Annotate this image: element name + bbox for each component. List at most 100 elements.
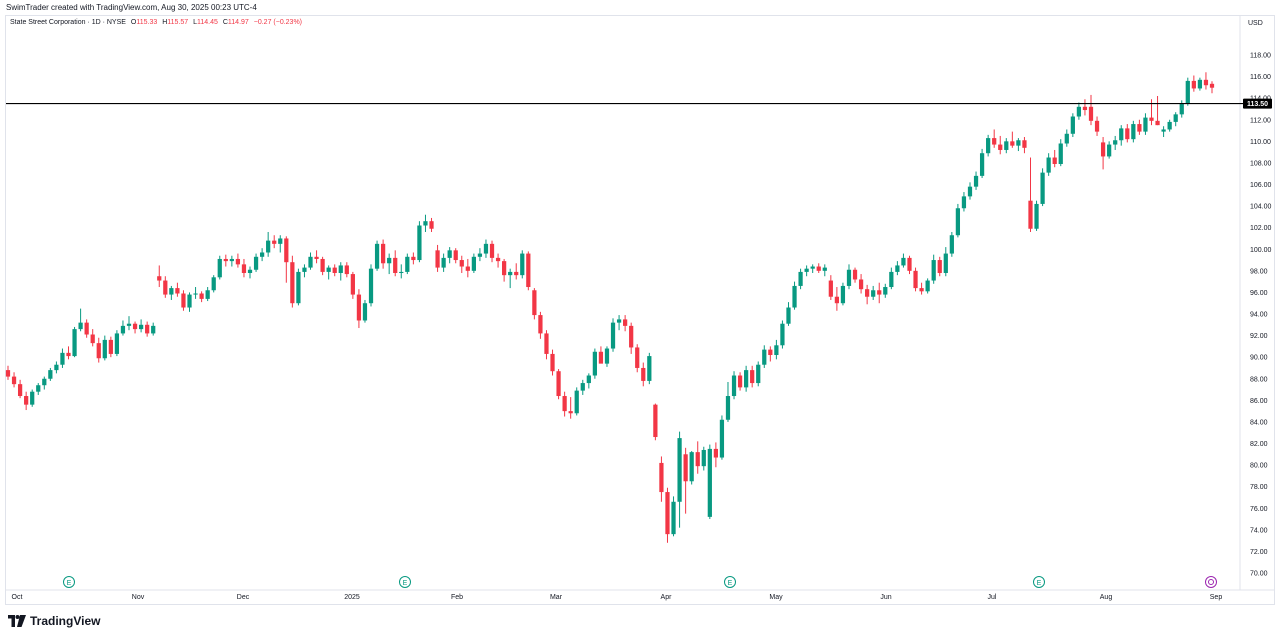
candle-body[interactable]	[302, 267, 307, 272]
candle-body[interactable]	[489, 243, 495, 258]
candle-body[interactable]	[169, 288, 174, 295]
candle-body[interactable]	[616, 319, 622, 323]
candle-body[interactable]	[477, 253, 483, 257]
candle-body[interactable]	[556, 371, 561, 397]
candle-body[interactable]	[1125, 128, 1130, 140]
candle-body[interactable]	[653, 404, 658, 438]
earnings-marker[interactable]: E	[1033, 576, 1045, 588]
candle-body[interactable]	[1143, 117, 1148, 132]
candle-body[interactable]	[647, 356, 652, 381]
candle-body[interactable]	[750, 370, 755, 384]
candle-body[interactable]	[731, 375, 737, 397]
candle-body[interactable]	[1100, 142, 1106, 157]
candle-body[interactable]	[514, 271, 519, 276]
candle-body[interactable]	[768, 349, 773, 356]
candle-body[interactable]	[502, 261, 507, 276]
candle-body[interactable]	[1137, 124, 1142, 132]
candle-body[interactable]	[393, 257, 398, 273]
candle-body[interactable]	[707, 448, 712, 517]
candle-body[interactable]	[253, 256, 259, 270]
candle-body[interactable]	[453, 250, 458, 261]
candle-body[interactable]	[284, 238, 289, 263]
candle-body[interactable]	[677, 438, 682, 502]
candle-body[interactable]	[1076, 106, 1082, 117]
candle-body[interactable]	[586, 375, 591, 384]
candle-body[interactable]	[986, 138, 991, 154]
candle-body[interactable]	[145, 324, 150, 334]
candle-body[interactable]	[1040, 172, 1045, 204]
candle-body[interactable]	[526, 253, 531, 288]
candle-body[interactable]	[623, 319, 628, 326]
candle-body[interactable]	[332, 267, 337, 273]
candle-body[interactable]	[665, 492, 670, 535]
candle-body[interactable]	[1119, 128, 1124, 141]
candle-body[interactable]	[1149, 117, 1154, 121]
candle-body[interactable]	[889, 271, 894, 288]
candle-body[interactable]	[998, 144, 1003, 150]
candle-body[interactable]	[66, 352, 71, 357]
candle-body[interactable]	[719, 419, 725, 458]
candle-body[interactable]	[36, 385, 41, 392]
candle-body[interactable]	[1034, 203, 1039, 229]
candle-body[interactable]	[30, 391, 35, 405]
candle-body[interactable]	[1155, 120, 1160, 126]
candle-body[interactable]	[979, 153, 985, 176]
candle-body[interactable]	[538, 315, 543, 334]
candle-body[interactable]	[54, 364, 59, 371]
candle-body[interactable]	[1070, 116, 1075, 134]
candle-body[interactable]	[967, 186, 973, 197]
candle-body[interactable]	[592, 351, 597, 376]
candle-body[interactable]	[1209, 83, 1215, 88]
candle-body[interactable]	[1094, 120, 1100, 132]
candle-body[interactable]	[798, 271, 803, 286]
candle-body[interactable]	[181, 293, 186, 308]
candle-body[interactable]	[508, 271, 513, 276]
candle-body[interactable]	[1203, 79, 1209, 86]
candle-body[interactable]	[272, 240, 277, 244]
candle-body[interactable]	[132, 323, 138, 330]
candle-body[interactable]	[368, 268, 374, 304]
candle-body[interactable]	[1010, 141, 1015, 146]
candle-body[interactable]	[314, 256, 319, 259]
candle-body[interactable]	[695, 452, 700, 467]
candle-body[interactable]	[737, 375, 743, 388]
candle-body[interactable]	[417, 225, 422, 261]
candle-body[interactable]	[1167, 121, 1172, 130]
candle-body[interactable]	[338, 265, 343, 273]
candle-body[interactable]	[1052, 157, 1057, 164]
candle-body[interactable]	[350, 274, 355, 295]
candle-body[interactable]	[568, 411, 573, 414]
dividend-marker-icon[interactable]	[1205, 576, 1217, 588]
candle-body[interactable]	[1185, 80, 1190, 104]
candle-body[interactable]	[1028, 200, 1033, 229]
candle-body[interactable]	[1022, 140, 1027, 148]
candle-body[interactable]	[713, 448, 718, 458]
candle-body[interactable]	[259, 252, 265, 257]
candle-body[interactable]	[804, 268, 809, 272]
candle-body[interactable]	[810, 266, 815, 269]
candle-body[interactable]	[865, 289, 870, 297]
candle-body[interactable]	[725, 396, 731, 420]
candle-body[interactable]	[834, 296, 840, 304]
candle-body[interactable]	[78, 322, 83, 330]
candle-body[interactable]	[48, 370, 53, 379]
candle-body[interactable]	[598, 351, 604, 364]
candle-body[interactable]	[247, 269, 253, 273]
candle-body[interactable]	[108, 339, 113, 354]
candle-body[interactable]	[1173, 114, 1178, 122]
candle-body[interactable]	[471, 256, 476, 271]
candle-body[interactable]	[1161, 129, 1166, 132]
candle-body[interactable]	[846, 269, 852, 286]
candle-body[interactable]	[701, 449, 706, 467]
candle-body[interactable]	[762, 349, 767, 365]
candle-body[interactable]	[326, 267, 331, 272]
candle-body[interactable]	[1004, 141, 1009, 150]
candle-body[interactable]	[205, 290, 210, 299]
candle-body[interactable]	[937, 260, 942, 273]
candle-body[interactable]	[883, 287, 888, 295]
candle-body[interactable]	[114, 333, 120, 354]
earnings-marker[interactable]: E	[724, 576, 736, 588]
candle-body[interactable]	[1082, 106, 1088, 111]
candle-body[interactable]	[744, 370, 749, 388]
candle-body[interactable]	[852, 269, 858, 280]
